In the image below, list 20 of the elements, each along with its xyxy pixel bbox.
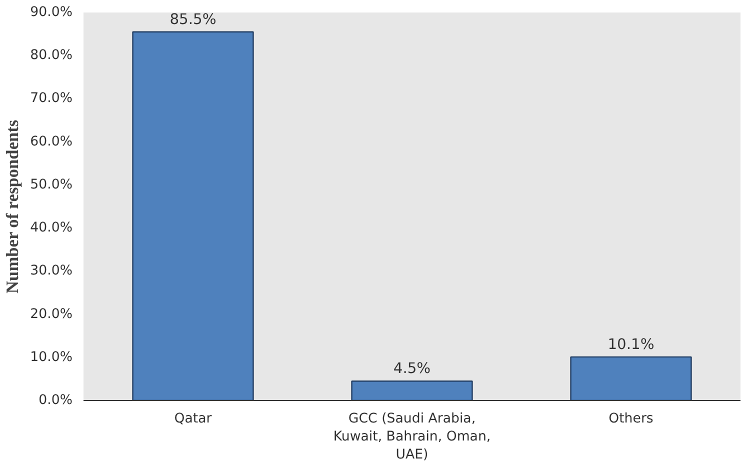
data-label: 4.5% <box>393 360 431 378</box>
x-tick-label: GCC (Saudi Arabia, Kuwait, Bahrain, Oman, UAE) <box>333 412 491 462</box>
bar <box>132 31 254 400</box>
x-tick-label: Others <box>608 412 654 426</box>
data-label: 10.1% <box>608 336 654 353</box>
y-tick-label: 70.0% <box>30 91 73 106</box>
data-label: 85.5% <box>170 10 216 28</box>
y-tick-label: 20.0% <box>30 306 73 322</box>
y-tick-label: 40.0% <box>30 220 73 236</box>
x-tick-label: Qatar <box>174 412 212 426</box>
y-tick-label: 50.0% <box>30 177 73 192</box>
y-tick-label: 90.0% <box>30 5 73 20</box>
y-tick-label: 30.0% <box>30 264 73 279</box>
bar <box>351 380 473 400</box>
y-tick-label: 0.0% <box>38 393 73 408</box>
y-tick-label: 10.0% <box>30 350 73 365</box>
y-tick-label: 60.0% <box>30 134 73 150</box>
bar <box>570 356 692 400</box>
y-tick-label: 80.0% <box>30 48 73 64</box>
y-axis-title: Number of respondents <box>3 120 22 294</box>
